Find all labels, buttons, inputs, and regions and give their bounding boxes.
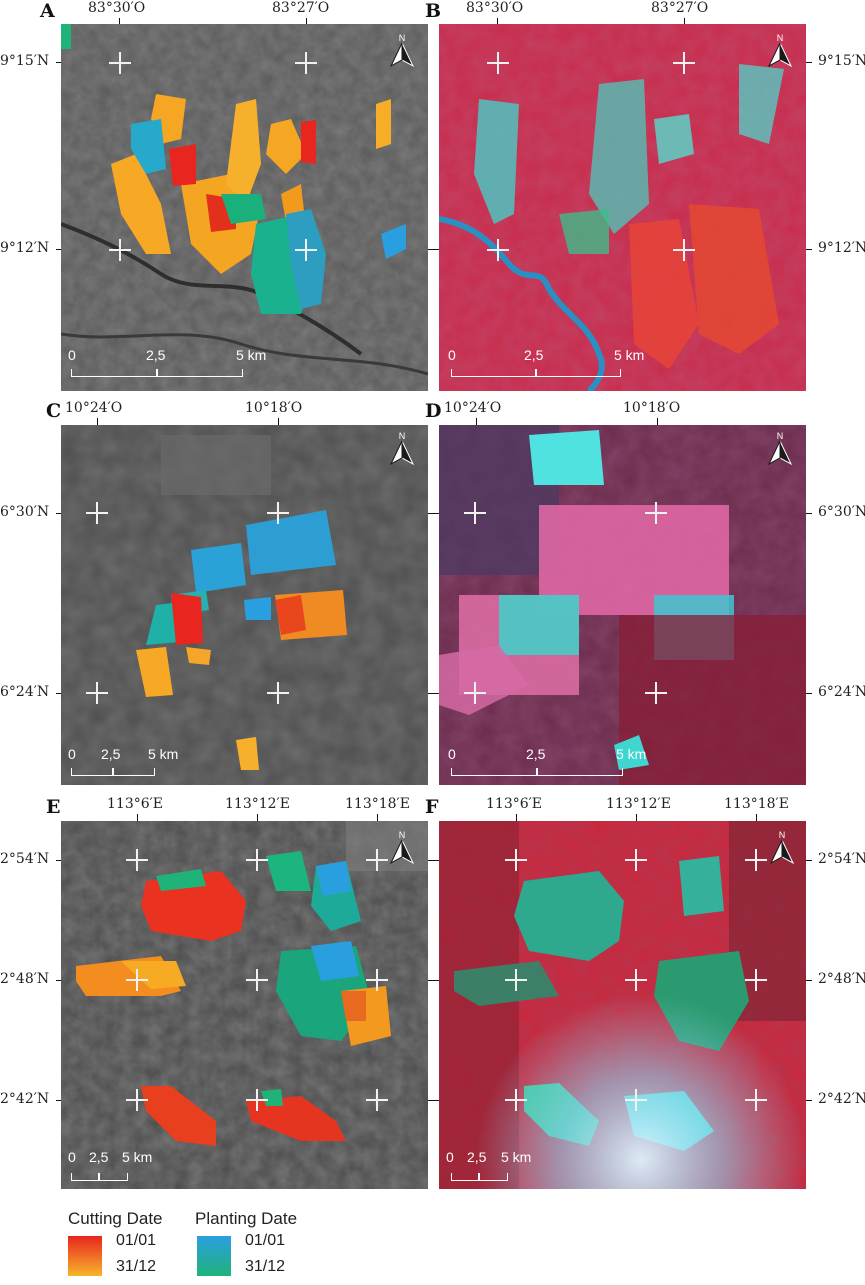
lon-label-e-2: 113°12′E <box>225 796 290 812</box>
map-panel-f: N 0 2,5 5 km <box>439 821 806 1189</box>
map-panel-c: N 0 2,5 5 km <box>61 425 428 785</box>
north-arrow-icon: N <box>389 830 415 865</box>
lat-label-e-2: 2°48′N <box>0 971 50 987</box>
grayscale-satellite-a <box>61 24 428 391</box>
legend-cutting-start: 01/01 <box>116 1232 157 1249</box>
north-arrow-icon: N <box>767 431 793 466</box>
svg-text:N: N <box>399 33 406 43</box>
panel-label-f: F <box>425 796 439 818</box>
legend-cutting-end: 31/12 <box>116 1258 157 1275</box>
lat-label-e-1: 2°54′N <box>0 851 50 867</box>
lon-label-a-1: 83°30′O <box>88 0 146 16</box>
legend-planting-start: 01/01 <box>245 1232 286 1249</box>
lat-label-c-1: 6°30′N <box>0 504 50 520</box>
panel-label-d: D <box>425 400 442 422</box>
lat-label-f-3: 2°42′N <box>818 1091 865 1107</box>
lon-label-f-1: 113°6′E <box>486 796 543 812</box>
lon-label-d-1: 10°24′O <box>444 400 502 416</box>
lon-label-b-2: 83°27′O <box>651 0 709 16</box>
lon-label-e-1: 113°6′E <box>107 796 164 812</box>
panel-label-a: A <box>40 0 55 22</box>
lon-label-f-2: 113°12′E <box>606 796 671 812</box>
lat-label-e-3: 2°42′N <box>0 1091 50 1107</box>
lon-label-e-3: 113°18′E <box>345 796 410 812</box>
north-arrow-icon: N <box>389 431 415 466</box>
scale-bar-a: 0 2,5 5 km <box>68 344 266 384</box>
svg-text:N: N <box>399 830 406 840</box>
false-color-satellite-f <box>439 821 806 1189</box>
svg-text:N: N <box>399 431 406 441</box>
lat-label-a-2: 9°12′N <box>0 240 50 256</box>
false-color-satellite-b <box>439 24 806 391</box>
scale-bar-d: 0 2,5 5 km <box>448 743 646 783</box>
scale-bar-e: 0 2,5 5 km <box>68 1146 161 1186</box>
lat-label-d-1: 6°30′N <box>818 504 865 520</box>
lon-label-c-1: 10°24′O <box>65 400 123 416</box>
panel-label-b: B <box>425 0 442 22</box>
legend-planting-title: Planting Date <box>195 1209 298 1228</box>
lat-label-c-2: 6°24′N <box>0 684 50 700</box>
map-panel-e: N 0 2,5 5 km <box>61 821 428 1189</box>
legend-cutting-title: Cutting Date <box>68 1209 163 1228</box>
panel-label-e: E <box>46 796 61 818</box>
lon-label-d-2: 10°18′O <box>623 400 681 416</box>
legend-planting-ramp <box>197 1236 231 1276</box>
panel-label-c: C <box>46 400 62 422</box>
map-panel-d: N 0 2,5 5 km <box>439 425 806 785</box>
false-color-satellite-d <box>439 425 806 785</box>
svg-text:N: N <box>777 33 784 43</box>
map-panel-a: N 0 2,5 5 km <box>61 24 428 391</box>
lat-label-f-1: 2°54′N <box>818 851 865 867</box>
legend-cutting-ramp <box>68 1236 102 1276</box>
lon-label-f-3: 113°18′E <box>724 796 789 812</box>
legend-planting-end: 31/12 <box>245 1258 286 1275</box>
scale-bar-c: 0 2,5 5 km <box>68 743 191 783</box>
map-panel-b: N 0 2,5 5 km <box>439 24 806 391</box>
north-arrow-icon: N <box>389 33 415 68</box>
scale-bar-b: 0 2,5 5 km <box>448 344 644 384</box>
north-arrow-icon: N <box>769 830 795 865</box>
lon-label-a-2: 83°27′O <box>272 0 330 16</box>
lat-label-b-1: 9°15′N <box>818 53 865 69</box>
grayscale-satellite-e <box>61 821 428 1189</box>
north-arrow-icon: N <box>767 33 793 68</box>
lon-label-b-1: 83°30′O <box>466 0 524 16</box>
lat-label-d-2: 6°24′N <box>818 684 865 700</box>
lat-label-a-1: 9°15′N <box>0 53 50 69</box>
svg-text:N: N <box>777 431 784 441</box>
lon-label-c-2: 10°18′O <box>245 400 303 416</box>
grayscale-satellite-c <box>61 425 428 785</box>
scale-bar-f: 0 2,5 5 km <box>446 1146 549 1186</box>
svg-text:N: N <box>779 830 786 840</box>
lat-label-b-2: 9°12′N <box>818 240 865 256</box>
lat-label-f-2: 2°48′N <box>818 971 865 987</box>
